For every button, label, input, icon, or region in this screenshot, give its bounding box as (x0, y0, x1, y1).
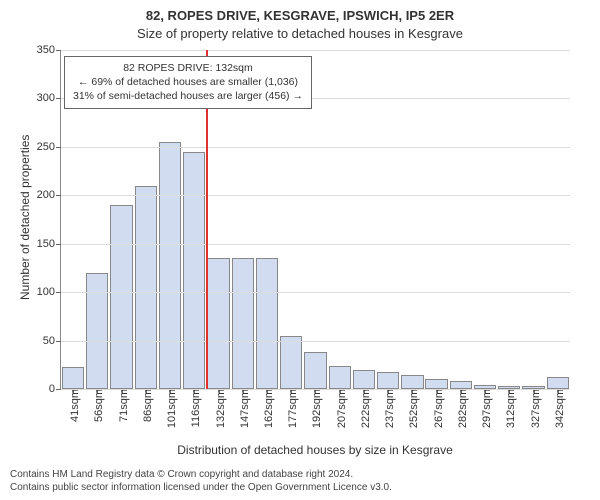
ytick-label: 300 (37, 92, 61, 104)
bar-cell: 237sqm (376, 50, 400, 389)
ytick-label: 0 (49, 383, 61, 395)
xtick-label: 116sqm (186, 389, 202, 427)
xtick-label: 71sqm (114, 389, 130, 422)
bar (450, 381, 472, 389)
xtick-label: 86sqm (138, 389, 154, 422)
chart-title: 82, ROPES DRIVE, KESGRAVE, IPSWICH, IP5 … (0, 0, 600, 24)
xtick-label: 342sqm (550, 389, 566, 428)
bar-cell: 252sqm (400, 50, 424, 389)
gridline (61, 341, 570, 342)
annotation-box: 82 ROPES DRIVE: 132sqm ← 69% of detached… (64, 56, 312, 109)
xtick-label: 267sqm (429, 389, 445, 428)
ytick-label: 250 (37, 141, 61, 153)
chart-subtitle: Size of property relative to detached ho… (0, 24, 600, 42)
ytick-label: 200 (37, 189, 61, 201)
bar (62, 367, 84, 389)
xtick-label: 41sqm (65, 389, 81, 422)
copyright-line-1: Contains HM Land Registry data © Crown c… (10, 469, 353, 480)
y-axis-label: Number of detached properties (18, 135, 32, 300)
bar-cell: 222sqm (352, 50, 376, 389)
bar (183, 152, 205, 389)
gridline (61, 147, 570, 148)
xtick-label: 177sqm (283, 389, 299, 428)
annotation-line-1: 82 ROPES DRIVE: 132sqm (123, 62, 253, 74)
bar (232, 258, 254, 389)
bar (329, 366, 351, 389)
gridline (61, 389, 570, 390)
xtick-label: 132sqm (211, 389, 227, 428)
xtick-label: 252sqm (404, 389, 420, 428)
xtick-label: 222sqm (356, 389, 372, 428)
bar (207, 258, 229, 389)
bar (547, 377, 569, 389)
ytick-label: 150 (37, 238, 61, 250)
bar (304, 352, 326, 389)
bar (256, 258, 278, 389)
xtick-label: 282sqm (453, 389, 469, 428)
x-axis-label: Distribution of detached houses by size … (60, 443, 570, 457)
copyright: Contains HM Land Registry data © Crown c… (10, 468, 392, 494)
bar (353, 370, 375, 389)
bar-cell: 207sqm (328, 50, 352, 389)
bar (280, 336, 302, 389)
figure-container: 82, ROPES DRIVE, KESGRAVE, IPSWICH, IP5 … (0, 0, 600, 500)
xtick-label: 56sqm (89, 389, 105, 422)
xtick-label: 237sqm (380, 389, 396, 428)
bar (377, 372, 399, 389)
bar (110, 205, 132, 389)
bar-cell: 312sqm (497, 50, 521, 389)
xtick-label: 192sqm (307, 389, 323, 428)
bar-cell: 282sqm (449, 50, 473, 389)
gridline (61, 50, 570, 51)
bar (135, 186, 157, 389)
copyright-line-2: Contains public sector information licen… (10, 482, 392, 493)
ytick-label: 100 (37, 286, 61, 298)
bar-cell: 327sqm (521, 50, 545, 389)
xtick-label: 162sqm (259, 389, 275, 428)
bar-cell: 267sqm (425, 50, 449, 389)
bar (425, 379, 447, 389)
xtick-label: 327sqm (526, 389, 542, 428)
ytick-label: 50 (43, 335, 61, 347)
annotation-line-2: ← 69% of detached houses are smaller (1,… (78, 76, 298, 88)
xtick-label: 147sqm (235, 389, 251, 428)
bar (401, 375, 423, 389)
chart-area: 41sqm56sqm71sqm86sqm101sqm116sqm132sqm14… (60, 50, 570, 390)
gridline (61, 244, 570, 245)
annotation-line-3: 31% of semi-detached houses are larger (… (73, 90, 303, 102)
xtick-label: 101sqm (162, 389, 178, 428)
bar (159, 142, 181, 389)
gridline (61, 292, 570, 293)
bar-cell: 342sqm (546, 50, 570, 389)
bar (86, 273, 108, 389)
bar-cell: 297sqm (473, 50, 497, 389)
ytick-label: 350 (37, 44, 61, 56)
xtick-label: 297sqm (477, 389, 493, 428)
xtick-label: 207sqm (332, 389, 348, 428)
gridline (61, 195, 570, 196)
xtick-label: 312sqm (501, 389, 517, 428)
